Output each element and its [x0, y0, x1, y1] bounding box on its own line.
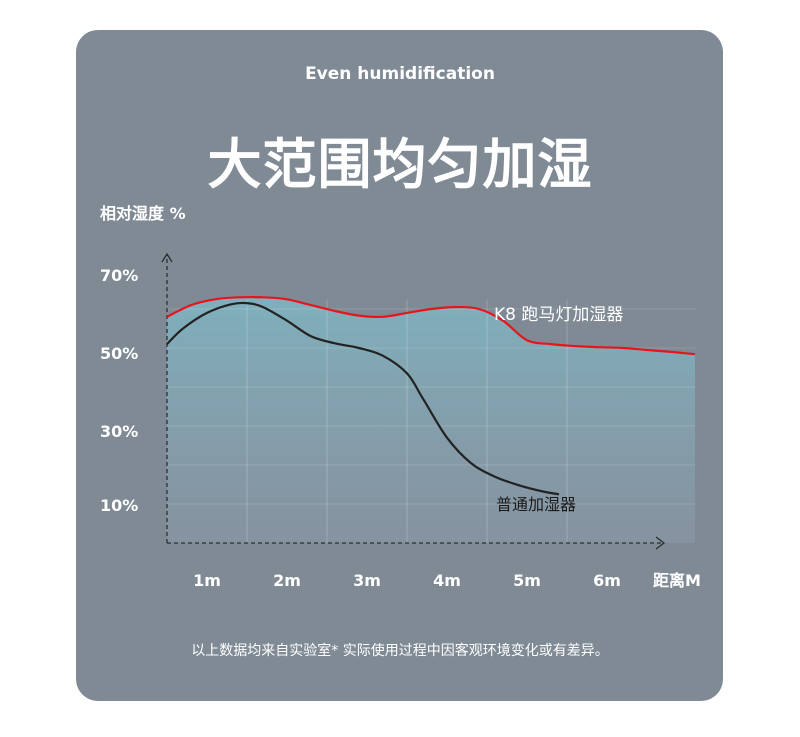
- x-tick-label: 4m: [433, 571, 461, 590]
- x-tick-label: 6m: [593, 571, 621, 590]
- y-tick-label: 50%: [100, 344, 138, 363]
- k8-area-fill: [167, 297, 695, 543]
- x-axis-label: 距离M: [653, 571, 701, 590]
- series-line-normal: [166, 301, 560, 496]
- series-line-k8: [166, 295, 696, 356]
- subtitle: Even humidification: [305, 64, 495, 84]
- series-label-k8: K8 跑马灯加湿器: [494, 305, 623, 325]
- x-tick-label: 3m: [353, 571, 381, 590]
- y-tick-label: 10%: [100, 496, 138, 515]
- x-tick-label: 1m: [193, 571, 221, 590]
- y-axis-arrow: [161, 252, 173, 263]
- y-tick-label: 30%: [100, 422, 138, 441]
- x-tick-label: 2m: [273, 571, 301, 590]
- x-tick-label: 5m: [513, 571, 541, 590]
- x-axis-arrow: [655, 536, 666, 550]
- y-tick-label: 70%: [100, 266, 138, 285]
- page-title: 大范围均匀加湿: [207, 133, 593, 196]
- series-label-normal: 普通加湿器: [496, 495, 576, 514]
- y-axis-label: 相对湿度 %: [100, 204, 186, 223]
- footnote: 以上数据均来自实验室* 实际使用过程中因客观环境变化或有差异。: [191, 643, 609, 659]
